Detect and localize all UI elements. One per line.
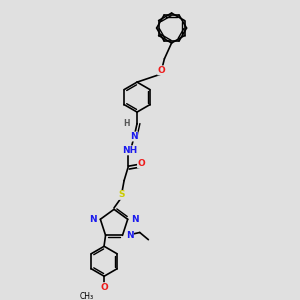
Text: N: N: [126, 231, 134, 240]
Text: NH: NH: [122, 146, 137, 155]
Text: N: N: [130, 132, 138, 141]
Text: CH₃: CH₃: [80, 292, 94, 300]
Text: S: S: [118, 190, 124, 200]
Text: H: H: [124, 119, 130, 128]
Text: O: O: [137, 159, 145, 168]
Text: O: O: [100, 283, 108, 292]
Text: N: N: [131, 215, 139, 224]
Text: O: O: [158, 66, 165, 75]
Text: N: N: [89, 215, 97, 224]
